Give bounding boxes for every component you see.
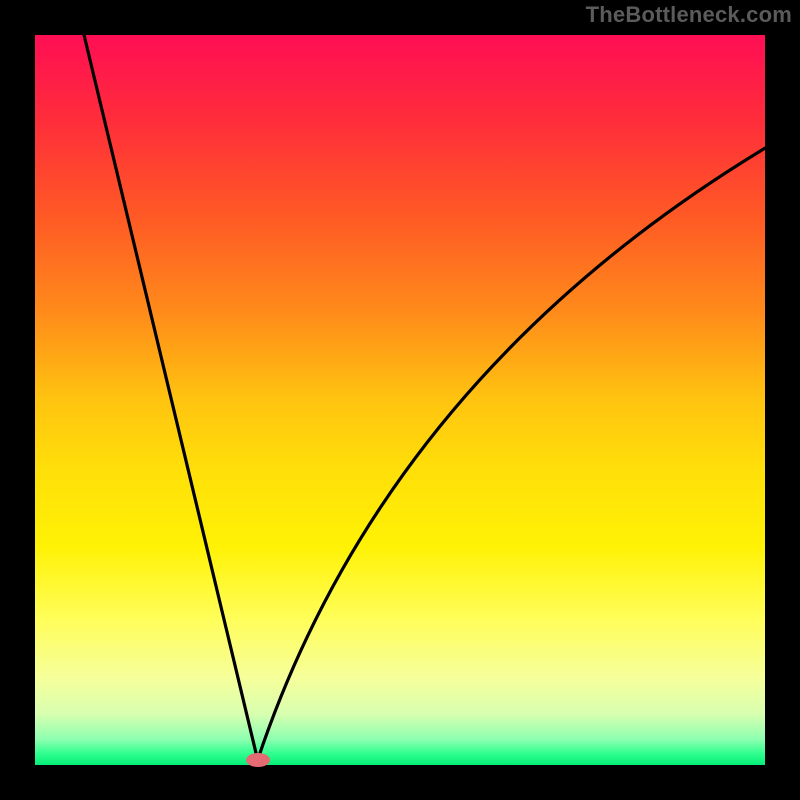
curve-vertex-marker (246, 753, 270, 767)
chart-root: TheBottleneck.com (0, 0, 800, 800)
plot-area (35, 35, 765, 765)
bottleneck-curve (35, 35, 765, 765)
watermark-text: TheBottleneck.com (586, 2, 792, 28)
